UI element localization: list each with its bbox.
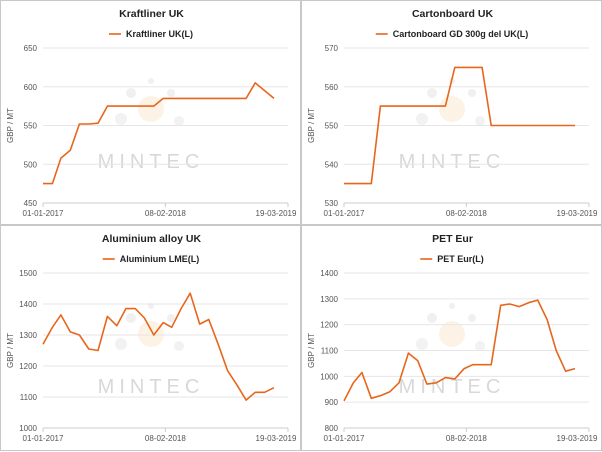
y-tick-label-1400: 1400 (19, 300, 37, 309)
chart-aluminium: MINTEC Aluminium alloy UK Aluminium LME(L)… (6, 233, 297, 443)
series-line-pet-eur[interactable] (343, 299, 576, 402)
x-tick-label-1: 08-02-2018 (446, 209, 487, 218)
y-tick-label-1000: 1000 (19, 424, 37, 433)
x-tick-label-0: 01-01-2017 (23, 434, 64, 443)
legend-label-pet-eur[interactable]: PET Eur(L) (437, 254, 484, 264)
x-tick-label-2: 19-03-2019 (557, 434, 598, 443)
chart-title-aluminium-alloy-uk: Aluminium alloy UK (102, 233, 202, 245)
y-tick-label-1200: 1200 (320, 321, 338, 330)
legend-label-kraftliner-uk[interactable]: Kraftliner UK(L) (126, 29, 193, 39)
series-line-cartonboard-uk[interactable] (344, 66, 575, 185)
chart-title-kraftliner-uk: Kraftliner UK (119, 8, 184, 20)
watermark-text: MINTEC (98, 376, 205, 398)
y-tick-label-1000: 1000 (320, 372, 338, 381)
y-tick-label-570: 570 (325, 44, 339, 53)
y-tick-label-1500: 1500 (19, 269, 37, 278)
y-tick-label-560: 560 (325, 83, 339, 92)
y-axis-label-kraftliner-uk: GBP / MT (6, 108, 15, 143)
y-tick-label-1400: 1400 (320, 269, 338, 278)
y-axis-label-cartonboard-uk: GBP / MT (307, 108, 316, 143)
chart-panel-kraftliner: MINTEC Kraftliner UK Kraftliner UK(L) 450 50… (0, 0, 301, 225)
series-line-aluminium-alloy-uk[interactable] (42, 292, 275, 401)
y-tick-label-530: 530 (325, 199, 339, 208)
chart-panel-pet: MINTEC PET Eur PET Eur(L) 800 900 1000 1100 120… (301, 225, 602, 451)
legend-cartonboard-uk[interactable]: Cartonboard GD 300g del UK(L) (375, 29, 529, 39)
x-tick-label-1: 08-02-2018 (446, 434, 487, 443)
y-tick-label-1200: 1200 (19, 362, 37, 371)
chart-title-cartonboard-uk: Cartonboard UK (412, 8, 494, 20)
chart-panel-cartonboard: MINTEC Cartonboard UK Cartonboard GD 300g … (301, 0, 602, 225)
y-tick-label-550: 550 (325, 122, 339, 131)
y-tick-label-1100: 1100 (321, 347, 339, 356)
legend-aluminium-alloy-uk[interactable]: Aluminium LME(L) (102, 254, 200, 264)
x-tick-label-2: 19-03-2019 (557, 209, 598, 218)
y-tick-label-500: 500 (24, 160, 38, 169)
y-tick-label-450: 450 (24, 199, 38, 208)
y-tick-label-1100: 1100 (20, 393, 38, 402)
x-tick-label-0: 01-01-2017 (324, 434, 365, 443)
x-tick-label-1: 08-02-2018 (145, 434, 186, 443)
chart-title-pet-eur: PET Eur (432, 233, 473, 245)
x-tick-label-1: 08-02-2018 (145, 209, 186, 218)
legend-pet-eur[interactable]: PET Eur(L) (420, 254, 484, 264)
chart-pet: MINTEC PET Eur PET Eur(L) 800 900 1000 1100 120… (307, 233, 598, 443)
x-tick-label-0: 01-01-2017 (324, 209, 365, 218)
y-tick-label-650: 650 (24, 44, 38, 53)
chart-cartonboard: MINTEC Cartonboard UK Cartonboard GD 300g … (307, 8, 598, 218)
watermark-pet-eur: MINTEC (399, 303, 506, 398)
watermark-text: MINTEC (399, 376, 506, 398)
y-tick-label-600: 600 (24, 83, 38, 92)
y-axis-label-aluminium-alloy-uk: GBP / MT (6, 333, 15, 368)
watermark-text: MINTEC (98, 151, 205, 173)
y-tick-label-800: 800 (325, 424, 339, 433)
y-tick-label-1300: 1300 (19, 331, 37, 340)
y-tick-label-900: 900 (325, 398, 339, 407)
watermark-text: MINTEC (399, 151, 506, 173)
y-tick-label-550: 550 (24, 122, 38, 131)
x-tick-label-2: 19-03-2019 (256, 209, 297, 218)
x-tick-label-2: 19-03-2019 (256, 434, 297, 443)
y-tick-label-1300: 1300 (320, 295, 338, 304)
y-tick-label-540: 540 (325, 160, 339, 169)
series-line-kraftliner-uk[interactable] (43, 82, 275, 185)
chart-kraftliner: MINTEC Kraftliner UK Kraftliner UK(L) 450 50… (6, 8, 297, 218)
chart-panel-aluminium: MINTEC Aluminium alloy UK Aluminium LME(L)… (0, 225, 301, 451)
watermark-aluminium-alloy-uk: MINTEC (98, 303, 205, 398)
y-axis-label-pet-eur: GBP / MT (307, 333, 316, 368)
legend-label-aluminium-alloy-uk[interactable]: Aluminium LME(L) (120, 254, 200, 264)
legend-label-cartonboard-uk[interactable]: Cartonboard GD 300g del UK(L) (393, 29, 529, 39)
x-tick-label-0: 01-01-2017 (23, 209, 64, 218)
legend-kraftliner-uk[interactable]: Kraftliner UK(L) (109, 29, 193, 39)
